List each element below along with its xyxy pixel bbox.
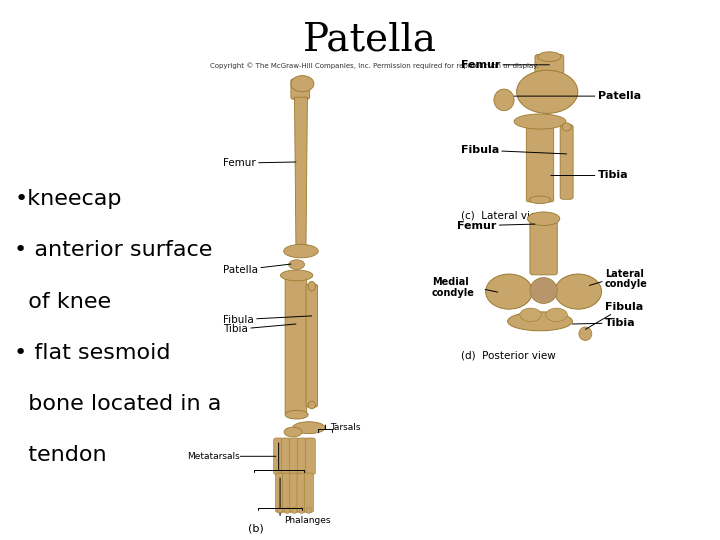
Ellipse shape [538,52,561,62]
FancyBboxPatch shape [304,473,313,512]
FancyBboxPatch shape [535,55,564,94]
Text: Femur: Femur [461,60,549,70]
Ellipse shape [300,507,304,514]
Text: Patella: Patella [223,264,291,275]
Text: Tibia: Tibia [551,171,629,180]
Ellipse shape [485,274,532,309]
FancyBboxPatch shape [282,473,292,512]
FancyBboxPatch shape [297,438,307,475]
Ellipse shape [546,308,567,322]
Text: Medial: Medial [432,277,469,287]
Ellipse shape [284,244,318,258]
FancyBboxPatch shape [306,284,318,407]
Ellipse shape [508,312,572,330]
Ellipse shape [292,422,325,434]
Text: Metatarsals: Metatarsals [187,452,240,461]
Ellipse shape [284,427,302,437]
Text: Tarsals: Tarsals [330,423,360,431]
Ellipse shape [520,308,541,322]
Text: Patella: Patella [302,22,436,59]
Ellipse shape [292,507,297,514]
Text: Tibia: Tibia [572,318,636,328]
Text: (b): (b) [248,523,264,533]
Text: Phalanges: Phalanges [284,516,331,524]
Text: Patella: Patella [514,91,641,101]
Ellipse shape [306,507,311,514]
Text: Fibula: Fibula [585,302,643,329]
FancyBboxPatch shape [291,79,310,99]
Ellipse shape [527,212,560,226]
FancyBboxPatch shape [285,273,307,415]
Text: Fibula: Fibula [223,315,312,325]
Ellipse shape [530,278,557,303]
Ellipse shape [529,196,551,204]
Ellipse shape [562,123,572,131]
Ellipse shape [291,76,314,92]
Ellipse shape [517,70,578,113]
FancyBboxPatch shape [289,438,300,475]
FancyBboxPatch shape [274,438,284,475]
Ellipse shape [278,507,282,514]
Ellipse shape [289,260,305,269]
FancyBboxPatch shape [297,473,306,512]
Text: (c)  Lateral view: (c) Lateral view [461,211,544,221]
Ellipse shape [281,270,312,281]
Text: • flat sesmoid: • flat sesmoid [14,343,171,363]
Text: bone located in a: bone located in a [14,394,222,414]
Text: Fibula: Fibula [461,145,567,155]
Polygon shape [294,97,307,246]
Ellipse shape [285,410,308,419]
Text: Lateral: Lateral [605,269,644,279]
FancyBboxPatch shape [530,217,557,275]
FancyBboxPatch shape [526,119,554,202]
FancyBboxPatch shape [289,473,300,512]
Ellipse shape [494,89,514,111]
Text: Copyright © The McGraw-Hill Companies, Inc. Permission required for reproduction: Copyright © The McGraw-Hill Companies, I… [210,62,539,69]
Text: Tibia: Tibia [223,324,296,334]
FancyBboxPatch shape [275,473,285,512]
Ellipse shape [555,274,602,309]
Text: of knee: of knee [14,292,112,312]
Ellipse shape [285,507,289,514]
Text: • anterior surface: • anterior surface [14,240,213,260]
FancyBboxPatch shape [282,438,292,475]
Text: •kneecap: •kneecap [14,189,122,209]
Text: Femur: Femur [457,221,535,231]
FancyBboxPatch shape [560,125,573,199]
Ellipse shape [308,281,315,291]
Text: Femur: Femur [223,158,296,168]
Text: (d)  Posterior view: (d) Posterior view [461,350,556,360]
Ellipse shape [579,327,592,341]
Ellipse shape [308,401,315,409]
FancyBboxPatch shape [305,438,315,475]
Text: condyle: condyle [432,288,475,298]
Ellipse shape [514,114,566,129]
Text: condyle: condyle [605,279,648,289]
Text: tendon: tendon [14,446,107,465]
